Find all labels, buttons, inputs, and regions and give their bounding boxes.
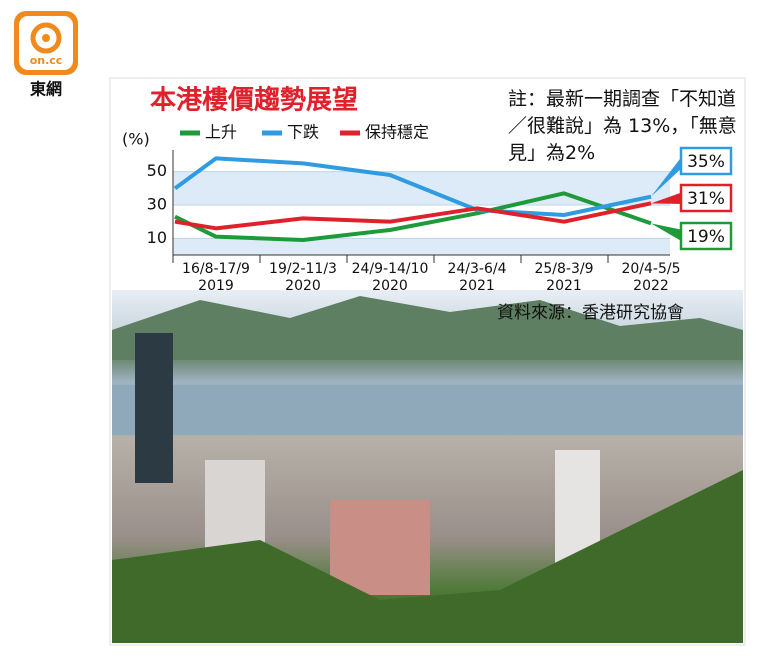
end-label-pointer [651,155,683,197]
y-tick-label: 50 [147,161,167,180]
y-tick-label: 10 [147,228,167,247]
source: 資料來源：香港研究協會 [497,303,684,323]
end-label: 19% [687,227,725,247]
hillside [112,470,743,643]
x-tick-label: 25/8-3/9 2021 [534,261,594,294]
building [330,500,430,595]
logo-ring [30,22,62,54]
end-label: 35% [687,152,725,172]
end-label-box [679,221,733,251]
series-line [173,156,652,217]
x-tick-label: 19/2-11/3 2020 [269,261,337,294]
legend-label: 上升 [205,123,237,142]
end-label: 31% [687,189,725,209]
chart-title: 本港樓價趨勢展望 [150,85,358,116]
x-tick-label: 20/4-5/5 2022 [621,261,681,294]
end-label-pointer [651,192,683,204]
legend-label: 下跌 [287,123,319,142]
mountains [112,296,743,360]
plot-band [173,238,670,255]
y-axis-label: (%) [122,130,150,149]
x-tick-label: 24/3-6/4 2021 [447,261,507,294]
legend-label: 保持穩定 [365,123,429,142]
end-label-pointer [651,223,683,242]
x-tick-label: 24/9-14/10 2020 [351,261,429,294]
sea [112,385,743,435]
logo-text: on.cc [30,54,63,67]
note: 註：最新一期調查「不知道／很難說」為 13%，「無意見」為2% [508,88,737,164]
y-tick-label: 30 [147,195,167,214]
logo-caption: 東網 [30,80,62,99]
series-line [174,191,652,242]
logo-dot [42,34,50,42]
x-tick-label: 16/8-17/9 2019 [182,261,250,294]
end-label-box [679,146,733,176]
end-label-box [679,183,733,213]
series-line [174,201,652,231]
tower [135,333,173,483]
logo-inner [19,16,73,70]
